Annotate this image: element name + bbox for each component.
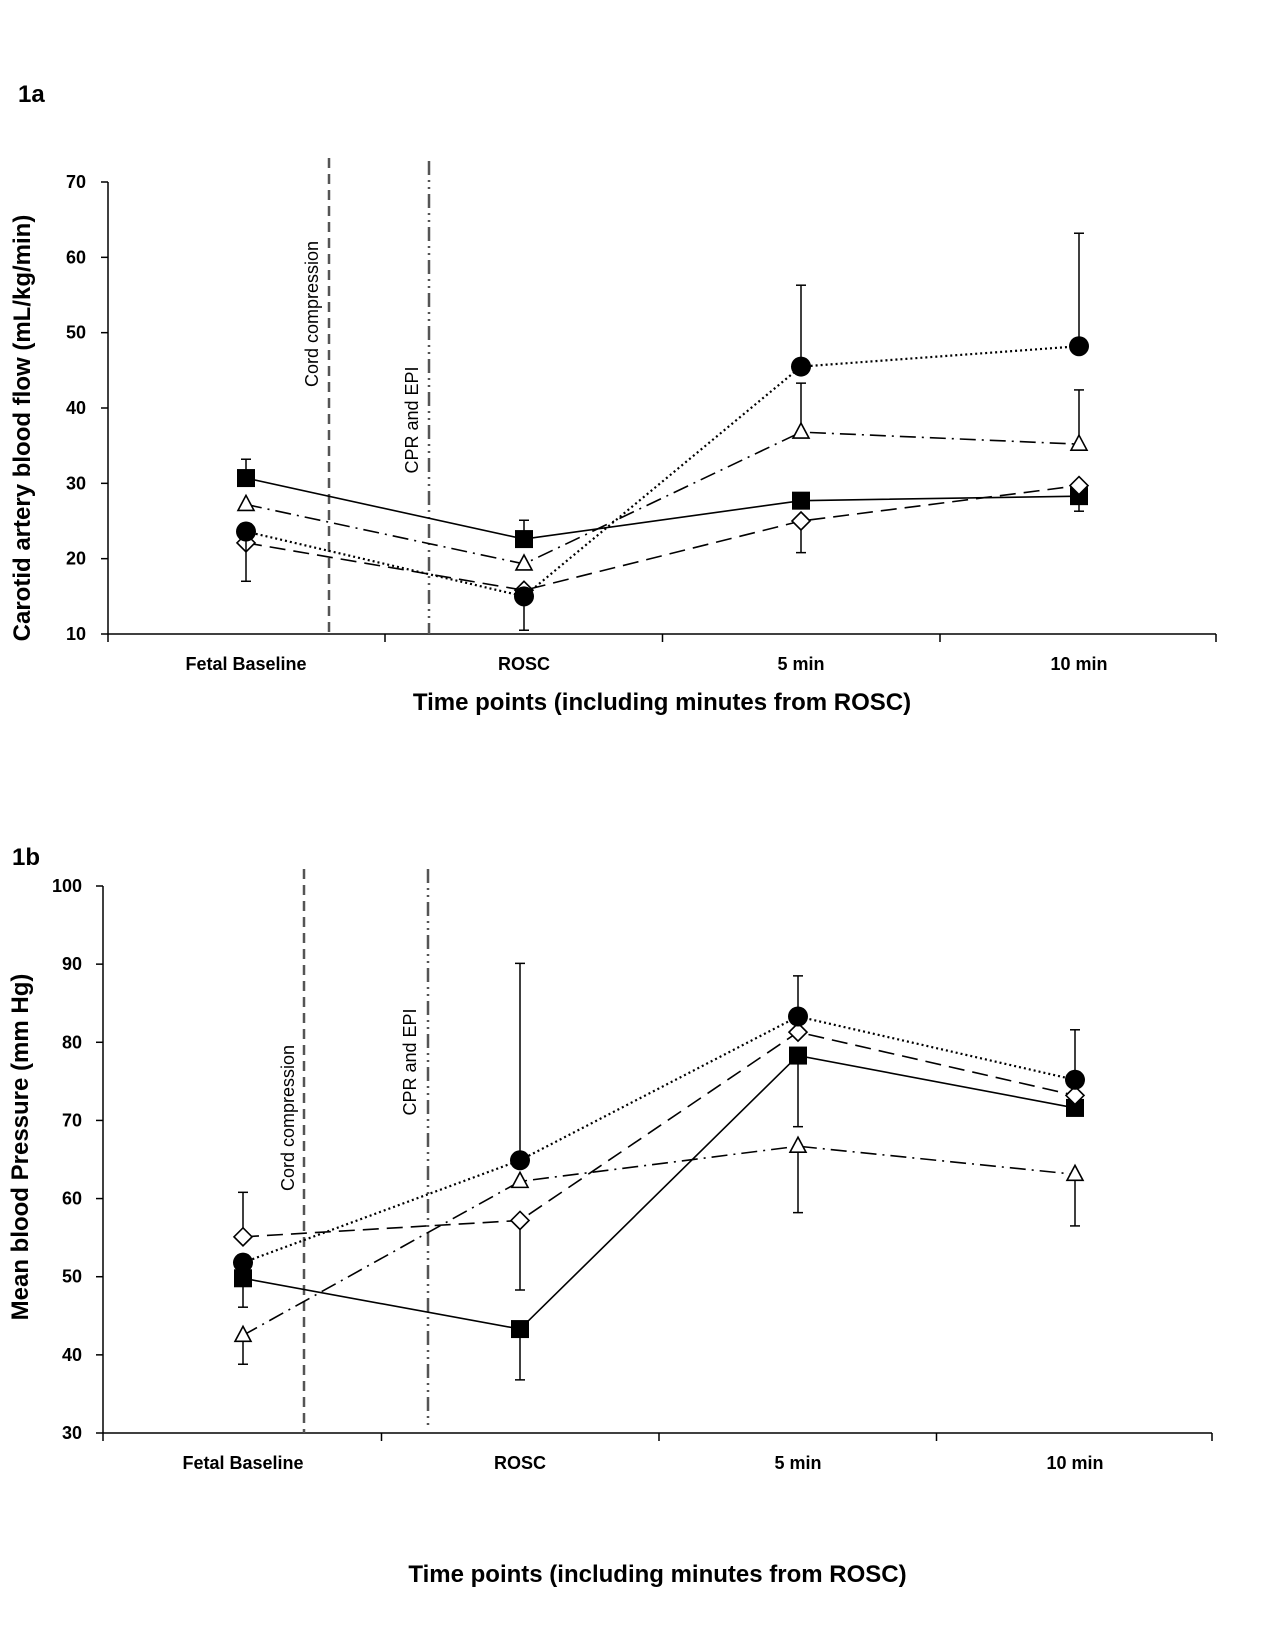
event-label: CPR and EPI [400,1008,420,1115]
series-line-filled-square [242,1054,1076,1330]
y-tick-label: 50 [66,323,86,343]
x-axis-title: Time points (including minutes from ROSC… [413,689,911,716]
data-point-open-diamond [1064,1085,1086,1106]
series-line-open-triangle [242,1145,1076,1337]
data-point-filled-circle [1065,1069,1085,1090]
data-point-filled-circle [788,1006,808,1027]
y-tick-label: 20 [66,549,86,569]
panel-label-1b: 1b [12,844,40,871]
data-point-open-triangle [1069,433,1089,451]
data-point-open-triangle [236,493,256,512]
data-point-open-triangle [788,1135,808,1154]
data-point-filled-circle [510,1150,530,1171]
y-tick-label: 100 [52,876,82,896]
data-point-filled-square [792,491,810,510]
data-point-filled-circle [791,356,811,377]
series-line-filled-square [245,477,1080,540]
x-tick-label: 10 min [1046,1453,1103,1473]
x-axis-title: Time points (including minutes from ROSC… [408,1561,906,1588]
data-point-filled-circle [514,586,534,607]
y-tick-label: 60 [66,247,86,267]
event-label: CPR and EPI [402,366,422,473]
data-point-filled-circle [233,1252,253,1273]
panel-1b: 1b 30 40 50 60 70 80 90 100 Fetal Baseline ROSC 5 … [7,844,1213,1588]
y-tick-label: 10 [66,624,86,644]
y-axis-title: Carotid artery blood flow (mL/kg/min) [9,215,36,642]
data-point-filled-square [1070,487,1088,506]
data-point-filled-square [237,469,255,488]
data-point-filled-square [511,1320,529,1339]
event-label: Cord compression [278,1045,298,1191]
event-label: Cord compression [302,241,322,387]
x-tick-label: Fetal Baseline [182,1453,303,1473]
x-tick-label: 5 min [774,1453,821,1473]
data-point-open-diamond [787,1021,809,1043]
data-point-open-triangle [233,1324,253,1343]
y-tick-label: 70 [62,1110,82,1130]
series-line-open-triangle [245,431,1080,565]
y-tick-label: 40 [62,1345,82,1365]
panel-label-1a: 1a [18,81,45,108]
data-point-open-diamond [232,1226,254,1247]
data-point-filled-square [789,1046,807,1065]
data-point-filled-square [515,530,533,549]
series-line-filled-circle [245,345,1080,598]
data-point-filled-square [1066,1098,1084,1117]
series-line-open-diamond [245,484,1080,592]
x-tick-label: Fetal Baseline [185,654,306,674]
data-point-open-triangle [514,553,534,571]
data-point-open-triangle [1065,1163,1085,1182]
data-point-filled-circle [236,521,256,542]
y-axis-title: Mean blood Pressure (mm Hg) [7,974,34,1321]
x-tick-label: ROSC [498,654,550,674]
y-tick-label: 60 [62,1189,82,1209]
series-line-filled-circle [242,1015,1076,1264]
data-point-open-diamond [1068,475,1090,496]
x-tick-label: 5 min [777,654,824,674]
y-tick-label: 50 [62,1267,82,1287]
data-point-open-triangle [510,1170,530,1189]
x-tick-label: 10 min [1050,654,1107,674]
data-point-open-triangle [791,421,811,439]
y-tick-label: 70 [66,172,86,192]
y-tick-label: 90 [62,954,82,974]
data-point-open-diamond [790,510,812,532]
y-tick-label: 80 [62,1032,82,1052]
data-point-open-diamond [509,1210,531,1231]
y-tick-label: 30 [62,1423,82,1443]
y-tick-label: 40 [66,398,86,418]
y-tick-label: 30 [66,473,86,493]
x-tick-label: ROSC [494,1453,546,1473]
panel-1a: 1a 10 20 30 40 50 60 70 Fetal Baseline ROSC 5 min… [9,81,1217,716]
series-line-open-diamond [242,1031,1076,1238]
data-point-filled-circle [1069,336,1089,357]
